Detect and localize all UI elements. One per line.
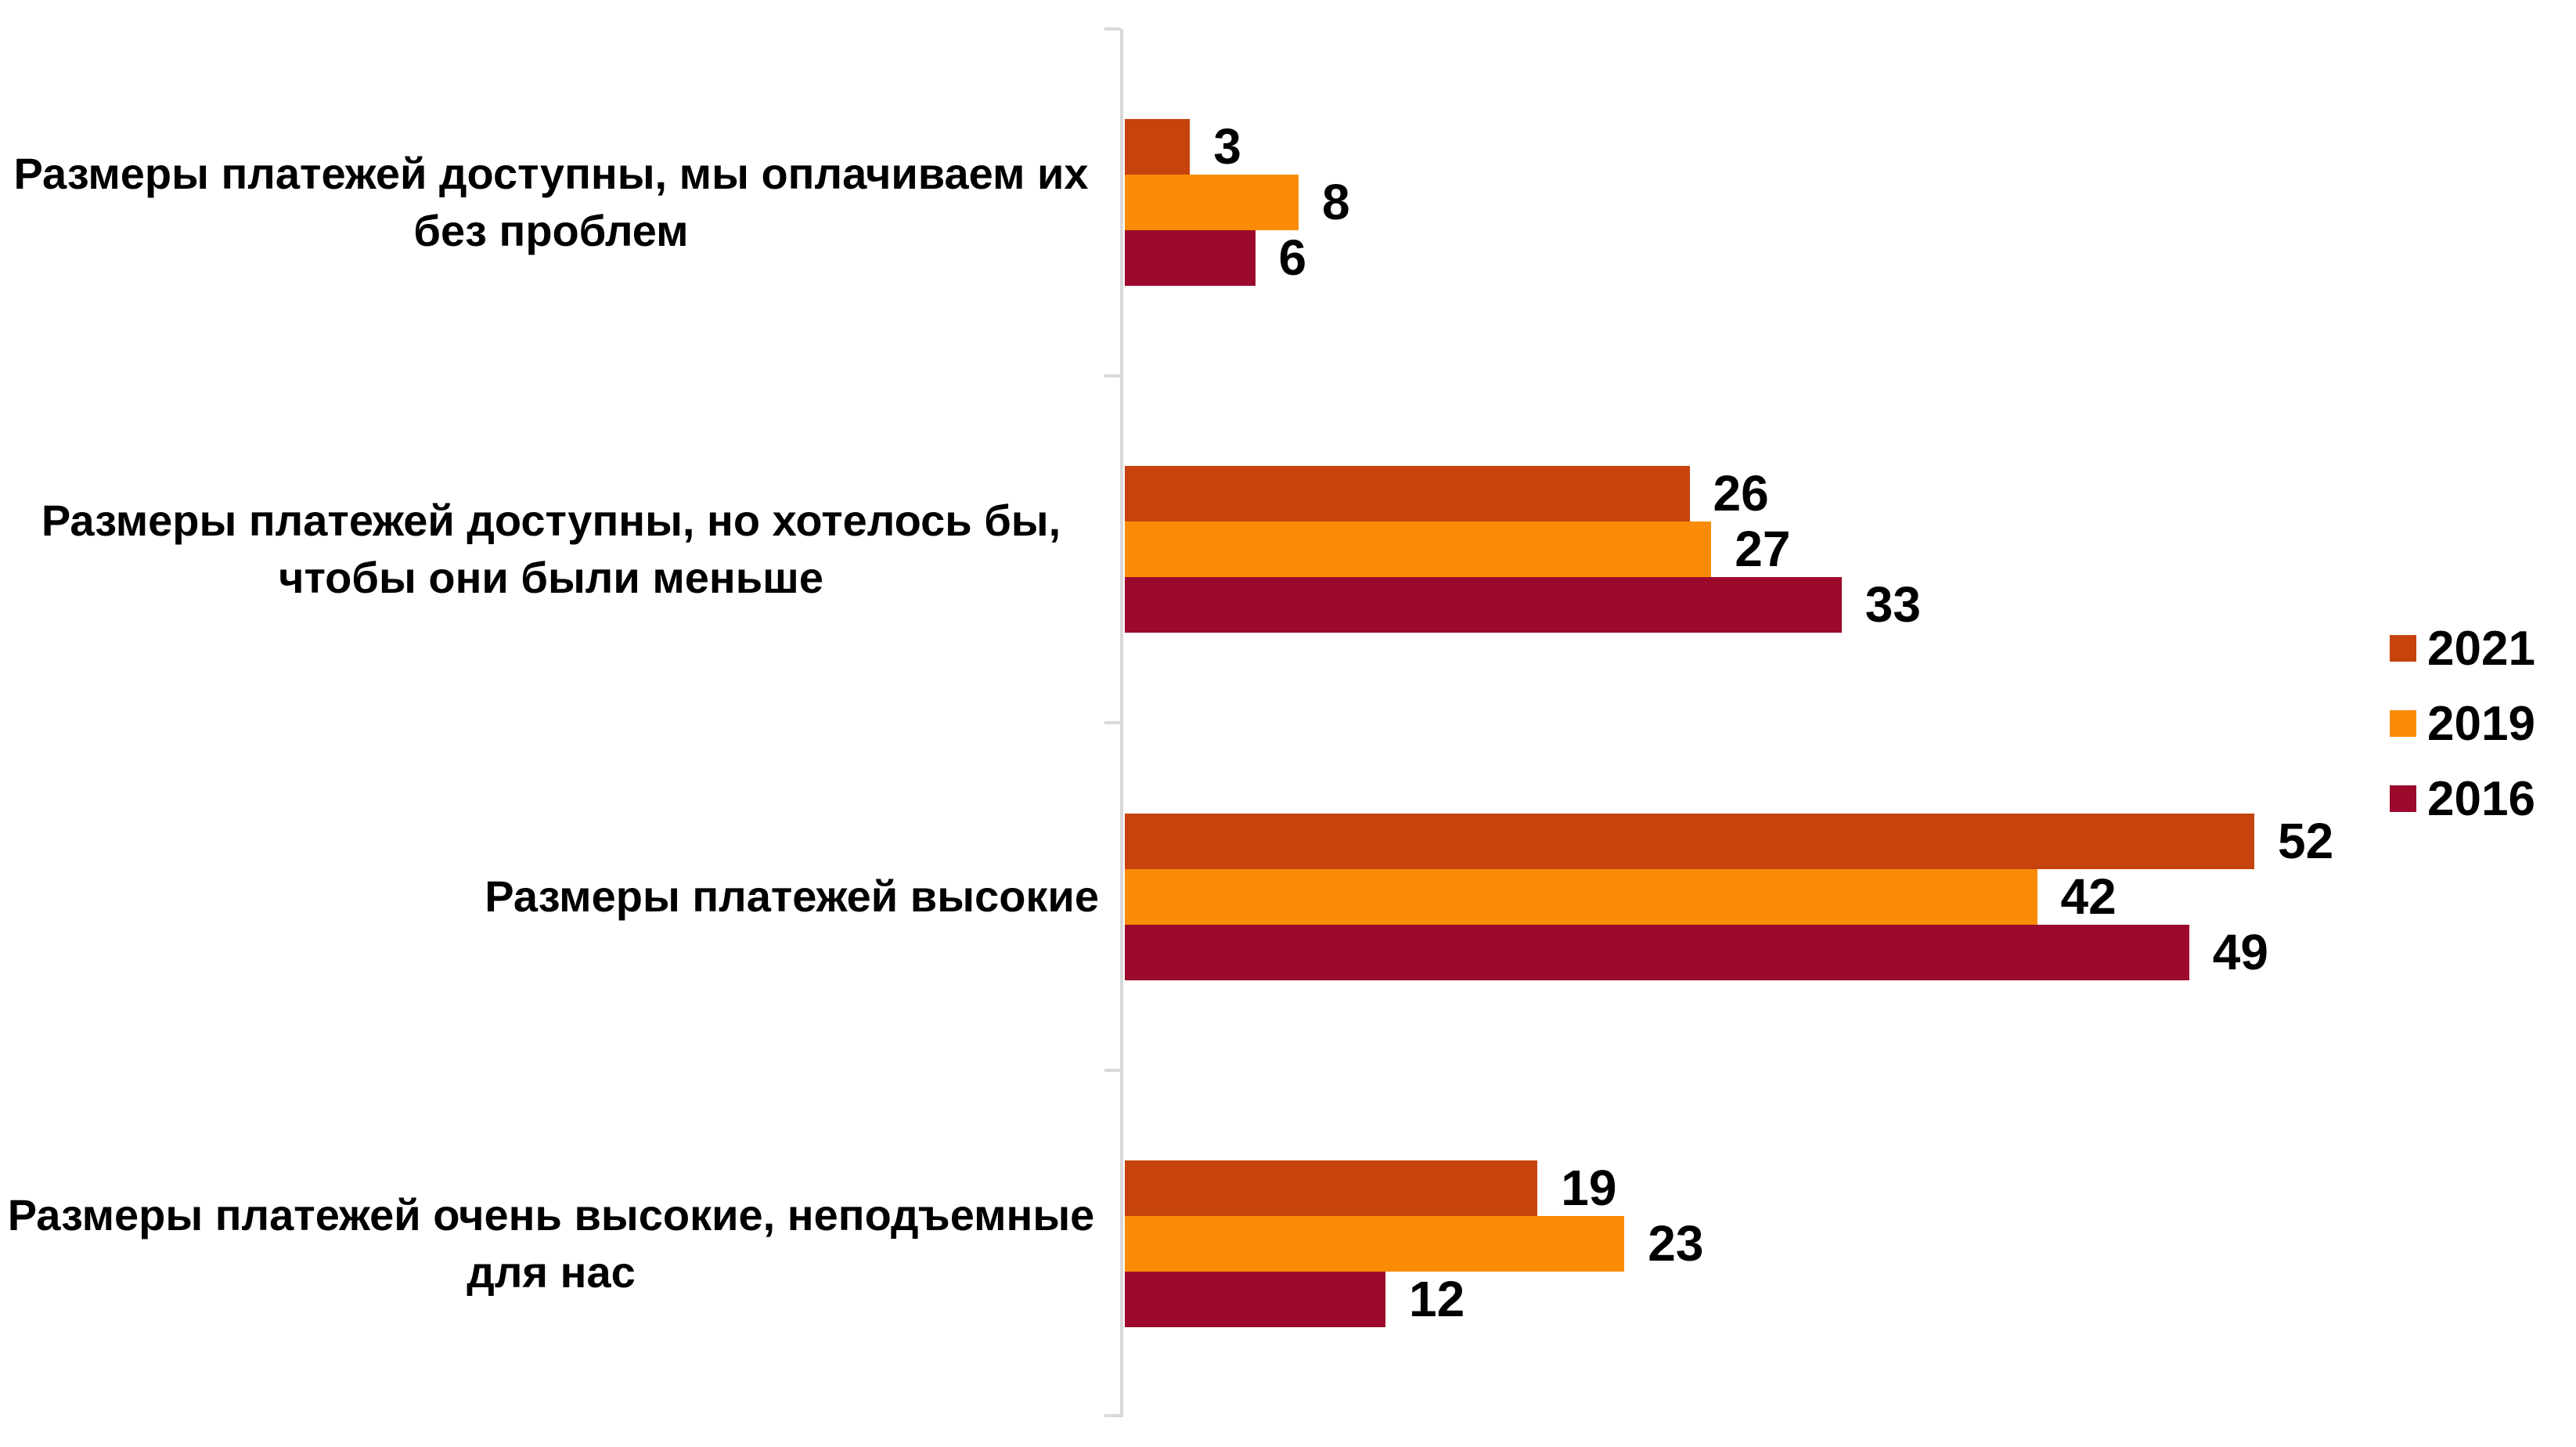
bar-row: 6 [1125, 230, 2341, 286]
legend-item-2021: 2021 [2390, 622, 2535, 676]
axis-tick [1104, 1414, 1121, 1417]
bar-2019-group3 [1125, 869, 2037, 925]
bar-row: 33 [1125, 577, 2341, 633]
category-band: Размеры платежей очень высокие, неподъем… [0, 1070, 1104, 1417]
category-axis-line [1120, 29, 1123, 1417]
bar-2016-group3 [1125, 925, 2189, 980]
bar-2019-group2 [1125, 521, 1712, 577]
bar-row: 49 [1125, 925, 2341, 980]
bar-row: 3 [1125, 119, 2341, 175]
bar-group-2: 26 27 33 [1125, 466, 2341, 633]
bar-2021-group3 [1125, 814, 2254, 869]
bar-2016-group2 [1125, 577, 1842, 633]
bar-row: 42 [1125, 869, 2341, 925]
bar-row: 8 [1125, 175, 2341, 230]
category-label: Размеры платежей доступны, мы оплачиваем… [13, 148, 1089, 255]
bar-row: 26 [1125, 466, 2341, 521]
legend-swatch-2021 [2390, 635, 2416, 662]
legend-swatch-2016 [2390, 785, 2416, 812]
legend-swatch-2019 [2390, 710, 2416, 737]
value-label: 3 [1213, 118, 1241, 175]
category-label: Размеры платежей доступны, но хотелось б… [41, 495, 1061, 602]
legend-label: 2021 [2427, 621, 2535, 676]
bar-row: 23 [1125, 1216, 2341, 1272]
value-label: 27 [1735, 521, 1791, 577]
axis-tick [1104, 27, 1121, 31]
bar-row: 19 [1125, 1160, 2341, 1216]
value-label: 42 [2060, 868, 2117, 925]
bar-group-4: 19 23 12 [1125, 1160, 2341, 1327]
category-label: Размеры платежей очень высокие, неподъем… [7, 1189, 1095, 1297]
bar-row: 52 [1125, 814, 2341, 869]
bar-2019-group1 [1125, 175, 1299, 230]
bar-row: 27 [1125, 521, 2341, 577]
value-label: 33 [1864, 576, 1921, 633]
value-label: 49 [2212, 924, 2268, 980]
value-label: 52 [2278, 813, 2334, 869]
legend-label: 2019 [2427, 696, 2535, 751]
bar-2016-group1 [1125, 230, 1256, 286]
category-band: Размеры платежей доступны, мы оплачиваем… [0, 29, 1104, 376]
bar-2021-group2 [1125, 466, 1690, 521]
bar-2016-group4 [1125, 1272, 1385, 1327]
value-label: 12 [1409, 1271, 1465, 1327]
bar-2021-group4 [1125, 1160, 1538, 1216]
category-band: Размеры платежей доступны, но хотелось б… [0, 376, 1104, 723]
legend: 2021 2019 2016 [2390, 622, 2535, 826]
value-label: 23 [1648, 1215, 1704, 1272]
axis-tick [1104, 1069, 1121, 1072]
value-label: 8 [1322, 174, 1350, 230]
axis-tick [1104, 721, 1121, 724]
bar-group-1: 3 8 6 [1125, 119, 2341, 286]
value-label: 26 [1713, 465, 1769, 521]
legend-item-2019: 2019 [2390, 697, 2535, 751]
bar-2021-group1 [1125, 119, 1191, 175]
bar-row: 12 [1125, 1272, 2341, 1327]
category-label: Размеры платежей высокие [485, 871, 1099, 922]
axis-tick [1104, 374, 1121, 377]
value-label: 6 [1278, 229, 1307, 286]
category-band: Размеры платежей высокие [0, 724, 1104, 1070]
bar-group-3: 52 42 49 [1125, 814, 2341, 980]
legend-item-2016: 2016 [2390, 772, 2535, 826]
bar-2019-group4 [1125, 1216, 1625, 1272]
value-label: 19 [1561, 1160, 1617, 1216]
legend-label: 2016 [2427, 771, 2535, 826]
